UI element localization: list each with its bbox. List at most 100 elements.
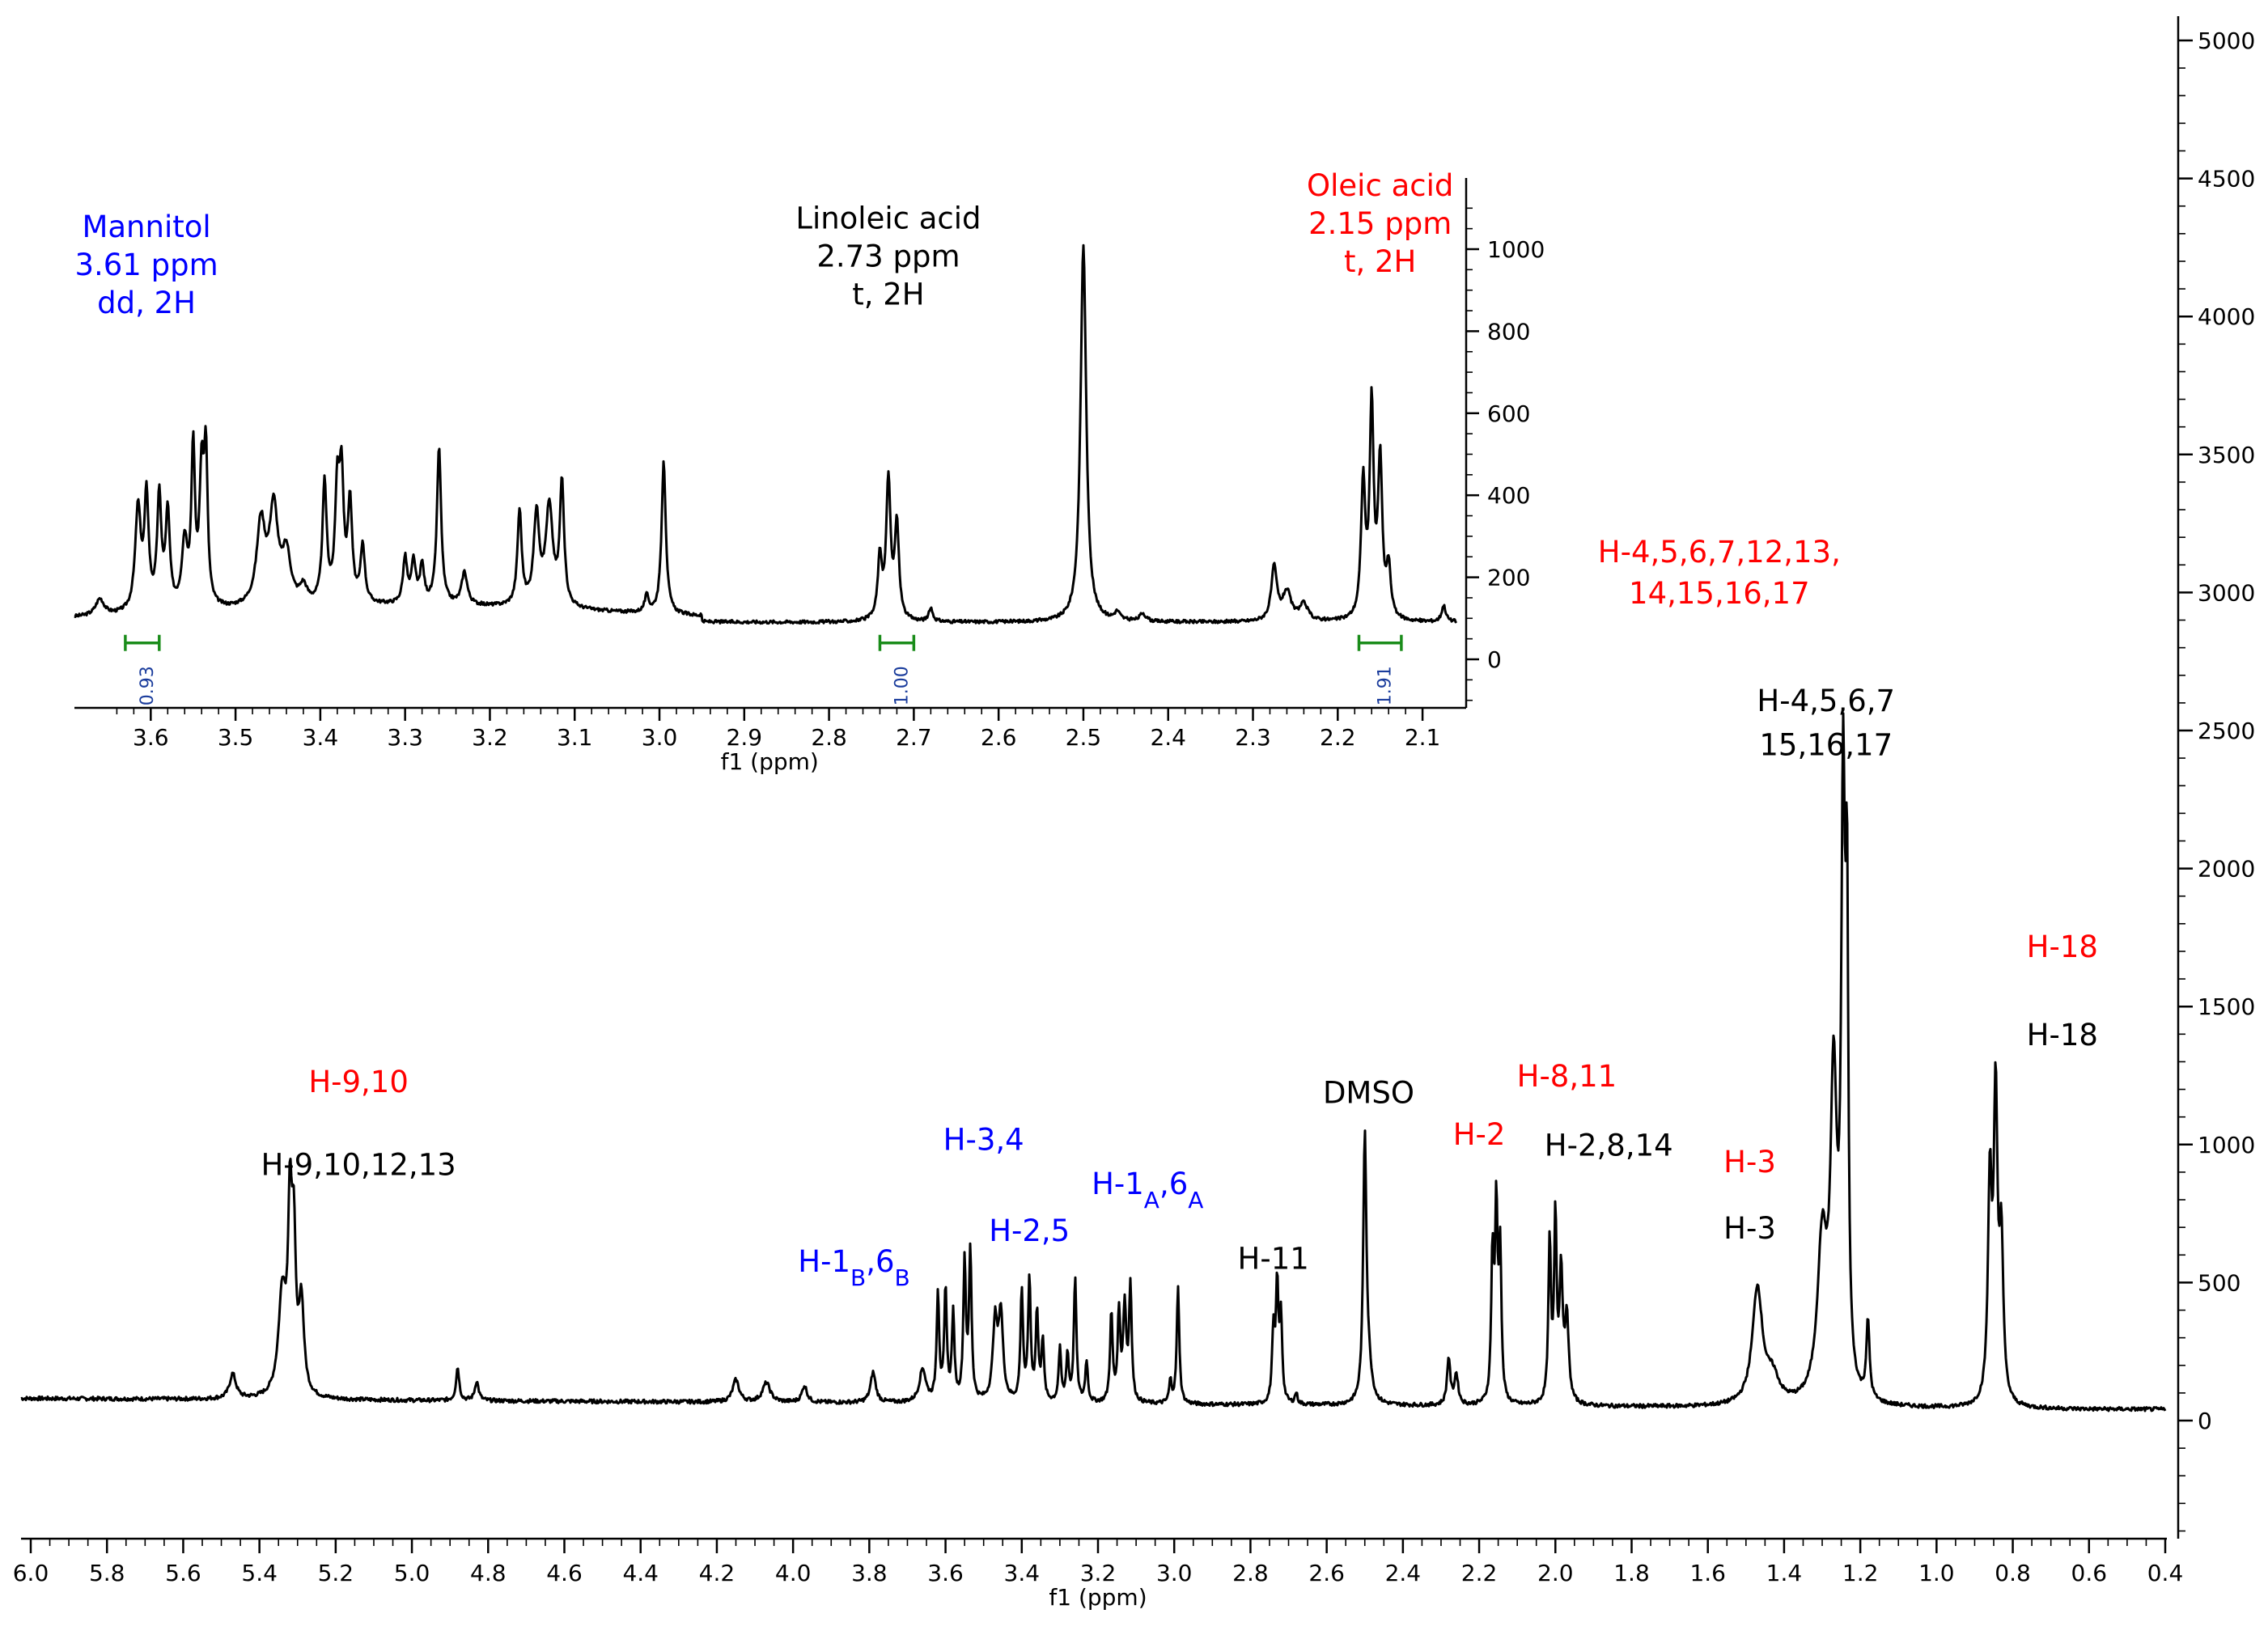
inset-y-tick-label: 800	[1487, 318, 1530, 345]
x-axis-title: f1 (ppm)	[1049, 1584, 1147, 1611]
inset-y-tick-label: 1000	[1487, 236, 1545, 263]
x-tick-label: 4.8	[470, 1560, 507, 1586]
y-tick-label: 4500	[2198, 166, 2255, 193]
integral-value-label: 1.91	[1376, 666, 1396, 705]
subscript-text: B	[850, 1264, 866, 1290]
peak-annotation: H-18	[2027, 930, 2098, 964]
inset-x-tick-label: 2.7	[896, 724, 932, 751]
inset-y-tick-label: 600	[1487, 400, 1530, 427]
x-tick-label: 0.6	[2071, 1560, 2108, 1586]
inset-x-tick-label: 2.6	[981, 724, 1017, 751]
main-spectrum-panel: 6.0 5.8 5.6 5.4 5.2 5.0 4.8 4.6 4.4 4.2 4.0 3.8 3.6 3…	[13, 16, 2255, 1611]
inset-y-tick-label: 400	[1487, 482, 1530, 509]
inset-x-tick-label: 2.8	[811, 724, 847, 751]
x-tick-label: 3.0	[1156, 1560, 1193, 1586]
peak-annotation: H-3	[1723, 1145, 1776, 1179]
x-tick-label: 3.8	[851, 1560, 888, 1586]
annotation-text: H-1	[1092, 1167, 1144, 1201]
y-tick-label: 500	[2198, 1269, 2240, 1296]
annotation-text: ,6	[866, 1244, 894, 1279]
inset-x-tick-label: 2.2	[1320, 724, 1356, 751]
x-tick-label: 3.2	[1080, 1560, 1117, 1586]
integral-value-label: 0.93	[138, 666, 158, 705]
inset-x-tick-label: 3.3	[387, 724, 423, 751]
peak-annotation: H-11	[1238, 1241, 1309, 1276]
peak-annotation: 15,16,17	[1759, 728, 1893, 763]
y-tick-label: 5000	[2198, 28, 2255, 54]
x-tick-label: 2.0	[1537, 1560, 1574, 1586]
x-tick-label: 0.8	[1995, 1560, 2031, 1586]
inset-x-tick-label: 2.4	[1150, 724, 1186, 751]
peak-annotation: DMSO	[1323, 1076, 1414, 1111]
x-tick-label: 1.2	[1842, 1560, 1879, 1586]
peak-annotation-subscript: H-1A,6A	[1092, 1167, 1203, 1213]
peak-annotation: H-4,5,6,7	[1757, 684, 1895, 718]
subscript-text: A	[1144, 1187, 1159, 1213]
inset-x-tick-label: 2.1	[1405, 724, 1441, 751]
peak-annotation: H-9,10	[308, 1065, 409, 1099]
inset-x-tick-label: 3.5	[218, 724, 254, 751]
annotation-text: H-1	[798, 1244, 850, 1279]
inset-annotation-line: Mannitol	[82, 210, 210, 244]
peak-annotation: H-3	[1723, 1211, 1776, 1246]
inset-annotation-line: 2.73 ppm	[816, 239, 960, 274]
inset-x-tick-label: 3.1	[557, 724, 593, 751]
x-tick-label: 1.4	[1766, 1560, 1803, 1586]
x-tick-label: 3.6	[927, 1560, 964, 1586]
inset-annotation-line: t, 2H	[1344, 244, 1416, 279]
integral-value-label: 1.00	[892, 666, 912, 705]
peak-annotation: H-2,5	[989, 1213, 1070, 1248]
inset-x-tick-label: 3.4	[303, 724, 339, 751]
x-tick-label: 6.0	[13, 1560, 49, 1586]
x-tick-label: 1.8	[1613, 1560, 1650, 1586]
y-tick-label: 1500	[2198, 993, 2255, 1020]
peak-annotation: H-8,11	[1517, 1059, 1617, 1094]
inset-x-tick-label: 3.0	[642, 724, 678, 751]
peak-annotation: 14,15,16,17	[1629, 576, 1810, 611]
peak-annotation: H-2,8,14	[1545, 1128, 1673, 1163]
x-tick-label: 4.6	[546, 1560, 583, 1586]
x-tick-label: 5.8	[89, 1560, 125, 1586]
peak-annotation: H-4,5,6,7,12,13,	[1598, 535, 1841, 570]
peak-annotation: H-2	[1453, 1117, 1506, 1152]
inset-x-axis-title: f1 (ppm)	[721, 748, 819, 775]
annotation-text: ,6	[1159, 1167, 1188, 1201]
y-tick-label: 2500	[2198, 718, 2255, 744]
inset-spectrum-trace	[74, 244, 1458, 625]
x-tick-label: 5.4	[241, 1560, 278, 1586]
y-tick-label: 2000	[2198, 856, 2255, 883]
inset-annotation-line: 3.61 ppm	[74, 248, 218, 282]
peak-annotation: H-9,10,12,13	[261, 1147, 456, 1182]
inset-spectrum-panel: 3.6 3.5 3.4 3.3 3.2 3.1 3.0 2.9 2.8 2.7 2.6 2.5 2.4 2…	[74, 168, 1545, 775]
inset-annotation-line: 2.15 ppm	[1308, 206, 1452, 241]
inset-y-tick-label: 200	[1487, 565, 1530, 591]
inset-annotation-line: t, 2H	[852, 277, 924, 312]
x-tick-label: 0.4	[2147, 1560, 2184, 1586]
x-tick-label: 5.0	[394, 1560, 430, 1586]
x-tick-label: 2.2	[1461, 1560, 1498, 1586]
x-tick-label: 2.8	[1232, 1560, 1269, 1586]
y-tick-label: 1000	[2198, 1132, 2255, 1158]
x-tick-label: 5.6	[165, 1560, 201, 1586]
inset-x-tick-label: 2.9	[727, 724, 763, 751]
subscript-text: B	[895, 1264, 910, 1290]
x-tick-label: 2.4	[1385, 1560, 1422, 1586]
y-tick-label: 0	[2198, 1408, 2212, 1434]
peak-annotation: H-18	[2027, 1018, 2098, 1052]
x-tick-label: 1.0	[1918, 1560, 1955, 1586]
x-tick-label: 4.2	[699, 1560, 736, 1586]
inset-x-tick-label: 2.3	[1235, 724, 1271, 751]
subscript-text: A	[1188, 1187, 1203, 1213]
x-tick-label: 2.6	[1308, 1560, 1345, 1586]
x-tick-label: 3.4	[1004, 1560, 1041, 1586]
x-tick-label: 5.2	[318, 1560, 354, 1586]
y-tick-label: 3000	[2198, 579, 2255, 606]
peak-annotation-subscript: H-1B,6B	[798, 1244, 909, 1291]
inset-x-tick-label: 3.2	[472, 724, 508, 751]
peak-annotation: H-3,4	[943, 1123, 1024, 1158]
main-spectrum-trace	[20, 712, 2167, 1412]
y-tick-label: 4000	[2198, 303, 2255, 330]
x-tick-label: 1.6	[1689, 1560, 1726, 1586]
inset-annotation-line: Oleic acid	[1307, 168, 1453, 203]
